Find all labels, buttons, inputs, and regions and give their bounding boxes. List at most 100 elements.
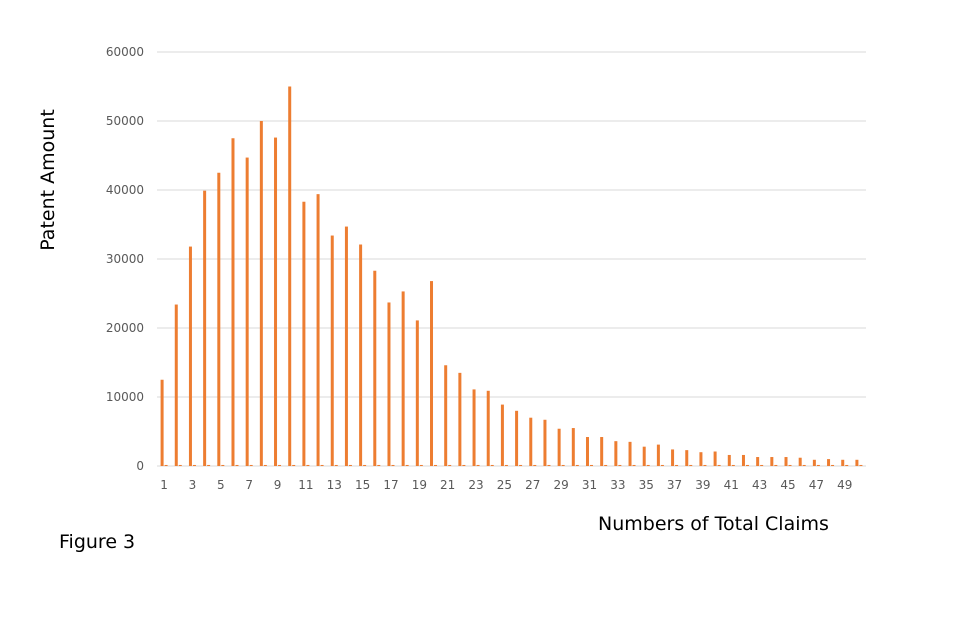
bar — [458, 372, 462, 466]
bar — [160, 379, 164, 466]
bar — [784, 457, 788, 466]
bar — [812, 459, 816, 466]
bar-secondary — [178, 464, 182, 466]
bar-secondary — [632, 464, 636, 466]
bar-secondary — [859, 464, 863, 466]
bar-secondary — [405, 464, 409, 466]
gridlines — [157, 51, 866, 467]
bar — [344, 226, 348, 466]
x-tick-label: 15 — [355, 478, 370, 492]
bar-secondary — [788, 464, 792, 466]
bar — [841, 459, 845, 466]
bar — [472, 389, 476, 466]
y-tick-label: 60000 — [106, 45, 144, 59]
x-tick-label: 33 — [610, 478, 625, 492]
bar-secondary — [689, 464, 693, 466]
bar-secondary — [221, 464, 225, 466]
bar-secondary — [192, 464, 196, 466]
bar-secondary — [831, 464, 835, 466]
bar-secondary — [434, 464, 438, 466]
bar-secondary — [490, 464, 494, 466]
x-axis-title: Numbers of Total Claims — [598, 513, 829, 535]
bar — [188, 246, 192, 466]
bar — [515, 410, 519, 466]
bar — [529, 417, 533, 466]
bar-secondary — [263, 464, 267, 466]
bars — [160, 86, 863, 467]
bar-secondary — [604, 464, 608, 466]
bar — [827, 459, 831, 466]
bar-secondary — [547, 464, 551, 466]
bar-secondary — [292, 464, 296, 466]
bar-secondary — [816, 464, 820, 466]
y-axis-tick-labels: 0 10000 20000 30000 40000 50000 60000 — [106, 45, 144, 473]
bar — [302, 201, 306, 467]
bar — [713, 451, 717, 466]
y-tick-label: 20000 — [106, 321, 144, 335]
x-tick-label: 27 — [525, 478, 540, 492]
bar-secondary — [391, 464, 395, 466]
bar-secondary — [561, 464, 565, 466]
x-tick-label: 49 — [837, 478, 852, 492]
bar-secondary — [462, 464, 466, 466]
bar — [245, 157, 249, 466]
bar — [557, 428, 561, 466]
bar-secondary — [575, 464, 579, 466]
bar — [699, 452, 703, 466]
bar — [288, 86, 292, 466]
x-tick-label: 23 — [468, 478, 483, 492]
bar — [656, 444, 660, 466]
x-tick-label: 43 — [752, 478, 767, 492]
bar-secondary — [235, 464, 239, 466]
y-tick-label: 50000 — [106, 114, 144, 128]
x-tick-label: 5 — [217, 478, 225, 492]
bar — [174, 304, 178, 466]
bar-secondary — [419, 464, 423, 466]
bar — [259, 121, 263, 466]
bar-secondary — [363, 464, 367, 466]
x-tick-label: 35 — [639, 478, 654, 492]
bar-secondary — [334, 464, 338, 466]
bar — [430, 281, 434, 466]
bar — [614, 441, 618, 466]
bar — [387, 302, 391, 466]
bar — [741, 454, 745, 466]
x-tick-label: 3 — [189, 478, 197, 492]
bar-secondary — [589, 464, 593, 466]
bar-secondary — [660, 464, 664, 466]
bar-secondary — [476, 464, 480, 466]
bar-secondary — [249, 464, 253, 466]
x-tick-label: 7 — [245, 478, 253, 492]
bar — [444, 365, 448, 466]
x-tick-label: 41 — [724, 478, 739, 492]
bar-secondary — [504, 464, 508, 466]
bar — [855, 459, 859, 466]
bar-secondary — [760, 464, 764, 466]
bar-secondary — [377, 464, 381, 466]
x-tick-label: 1 — [160, 478, 168, 492]
bar-secondary — [618, 464, 622, 466]
x-tick-label: 45 — [780, 478, 795, 492]
x-tick-label: 47 — [809, 478, 824, 492]
x-tick-label: 29 — [553, 478, 568, 492]
x-tick-label: 17 — [383, 478, 398, 492]
bar — [373, 270, 377, 466]
x-tick-label: 39 — [695, 478, 710, 492]
bar — [359, 244, 363, 466]
bar-secondary — [802, 464, 806, 466]
bar — [585, 437, 589, 466]
bar-secondary — [717, 464, 721, 466]
bar-secondary — [745, 464, 749, 466]
bar — [203, 190, 207, 466]
x-tick-label: 19 — [412, 478, 427, 492]
bar — [500, 404, 504, 466]
y-tick-label: 0 — [136, 459, 144, 473]
bar-secondary — [448, 464, 452, 466]
x-tick-label: 25 — [497, 478, 512, 492]
bar — [486, 390, 490, 466]
bar — [600, 437, 604, 466]
y-axis-title: Patent Amount — [37, 109, 59, 251]
bar-secondary — [164, 464, 168, 466]
bar — [231, 138, 235, 466]
bar-secondary — [675, 464, 679, 466]
